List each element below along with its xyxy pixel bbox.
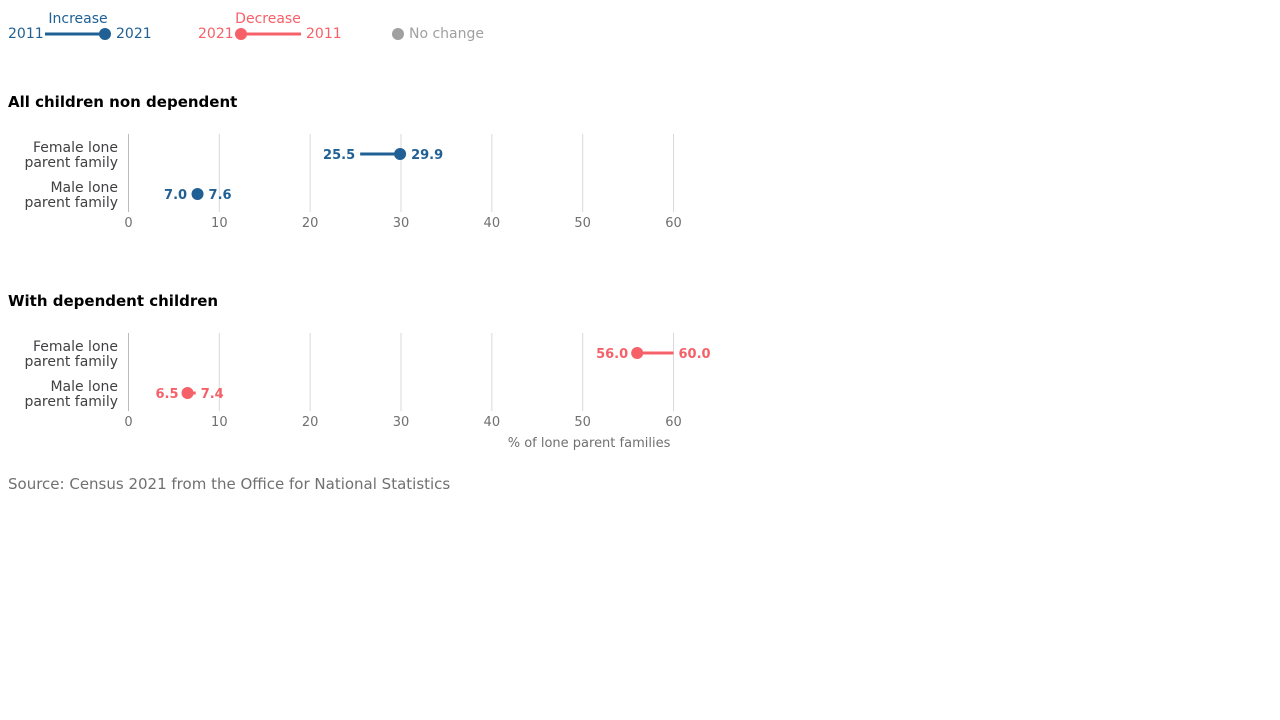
dumbbell-dot-2021 bbox=[631, 347, 644, 359]
dumbbell-row: Male lone parent family 6.5 7.4 bbox=[24, 379, 223, 410]
dumbbell-row: Female lone parent family 25.5 29.9 bbox=[24, 140, 443, 171]
x-axis: 0 10 20 30 40 50 60 bbox=[124, 333, 682, 430]
x-tick-label: 10 bbox=[211, 216, 228, 231]
x-axis-label: % of lone parent families bbox=[508, 436, 671, 451]
category-label: Male lone parent family bbox=[24, 379, 118, 410]
legend-increase: Increase 2011 2021 bbox=[8, 11, 152, 42]
data-label: 29.9 bbox=[411, 148, 443, 163]
chart-panel: With dependent children 0 10 20 30 40 50 60 % of… bbox=[8, 292, 711, 451]
x-tick-label: 20 bbox=[302, 216, 319, 231]
category-label: Male lone parent family bbox=[24, 180, 118, 211]
legend-decrease-to: 2011 bbox=[306, 26, 342, 42]
legend-no-change-dot bbox=[392, 28, 404, 40]
category-label: Female lone parent family bbox=[24, 140, 118, 171]
legend: Increase 2011 2021 Decrease 2021 2011 No… bbox=[8, 11, 484, 42]
legend-no-change: No change bbox=[392, 26, 484, 42]
legend-increase-to: 2021 bbox=[116, 26, 152, 42]
panel-title: All children non dependent bbox=[8, 93, 237, 111]
legend-no-change-label: No change bbox=[409, 26, 484, 42]
dumbbell-dot-2021 bbox=[181, 387, 194, 399]
data-label: 7.6 bbox=[209, 188, 232, 203]
chart-panel: All children non dependent 0 10 20 30 40 50 60 F… bbox=[8, 93, 682, 231]
x-tick-label: 40 bbox=[484, 415, 501, 430]
data-label: 7.0 bbox=[164, 188, 187, 203]
data-label: 60.0 bbox=[679, 347, 711, 362]
data-label: 7.4 bbox=[201, 387, 224, 402]
x-tick-label: 20 bbox=[302, 415, 319, 430]
panel-title: With dependent children bbox=[8, 292, 218, 310]
x-tick-label: 60 bbox=[665, 415, 682, 430]
legend-decrease-from: 2021 bbox=[198, 26, 234, 42]
chart-panels: All children non dependent 0 10 20 30 40 50 60 F… bbox=[8, 93, 711, 451]
data-label: 56.0 bbox=[596, 347, 628, 362]
legend-decrease: Decrease 2021 2011 bbox=[198, 11, 342, 42]
x-tick-label: 0 bbox=[124, 216, 132, 231]
x-tick-label: 40 bbox=[484, 216, 501, 231]
data-label: 6.5 bbox=[156, 387, 179, 402]
legend-increase-dot bbox=[99, 28, 111, 40]
dumbbell-row: Male lone parent family 7.0 7.6 bbox=[24, 180, 231, 211]
dumbbell-dot-2021 bbox=[394, 148, 407, 160]
legend-increase-from: 2011 bbox=[8, 26, 44, 42]
x-tick-label: 50 bbox=[574, 216, 591, 231]
legend-decrease-dot bbox=[235, 28, 247, 40]
category-label: Female lone parent family bbox=[24, 339, 118, 370]
data-label: 25.5 bbox=[323, 148, 355, 163]
x-tick-label: 0 bbox=[124, 415, 132, 430]
source-note: Source: Census 2021 from the Office for … bbox=[8, 475, 451, 493]
x-tick-label: 10 bbox=[211, 415, 228, 430]
legend-increase-title: Increase bbox=[48, 11, 107, 27]
legend-decrease-title: Decrease bbox=[235, 11, 301, 27]
dumbbell-chart: Increase 2011 2021 Decrease 2021 2011 No… bbox=[8, 11, 711, 451]
x-tick-label: 50 bbox=[574, 415, 591, 430]
x-axis: 0 10 20 30 40 50 60 bbox=[124, 134, 682, 231]
x-tick-label: 30 bbox=[393, 216, 410, 231]
dumbbell-dot-2021 bbox=[191, 188, 204, 200]
dumbbell-row: Female lone parent family 56.0 60.0 bbox=[24, 339, 710, 370]
x-tick-label: 30 bbox=[393, 415, 410, 430]
x-tick-label: 60 bbox=[665, 216, 682, 231]
